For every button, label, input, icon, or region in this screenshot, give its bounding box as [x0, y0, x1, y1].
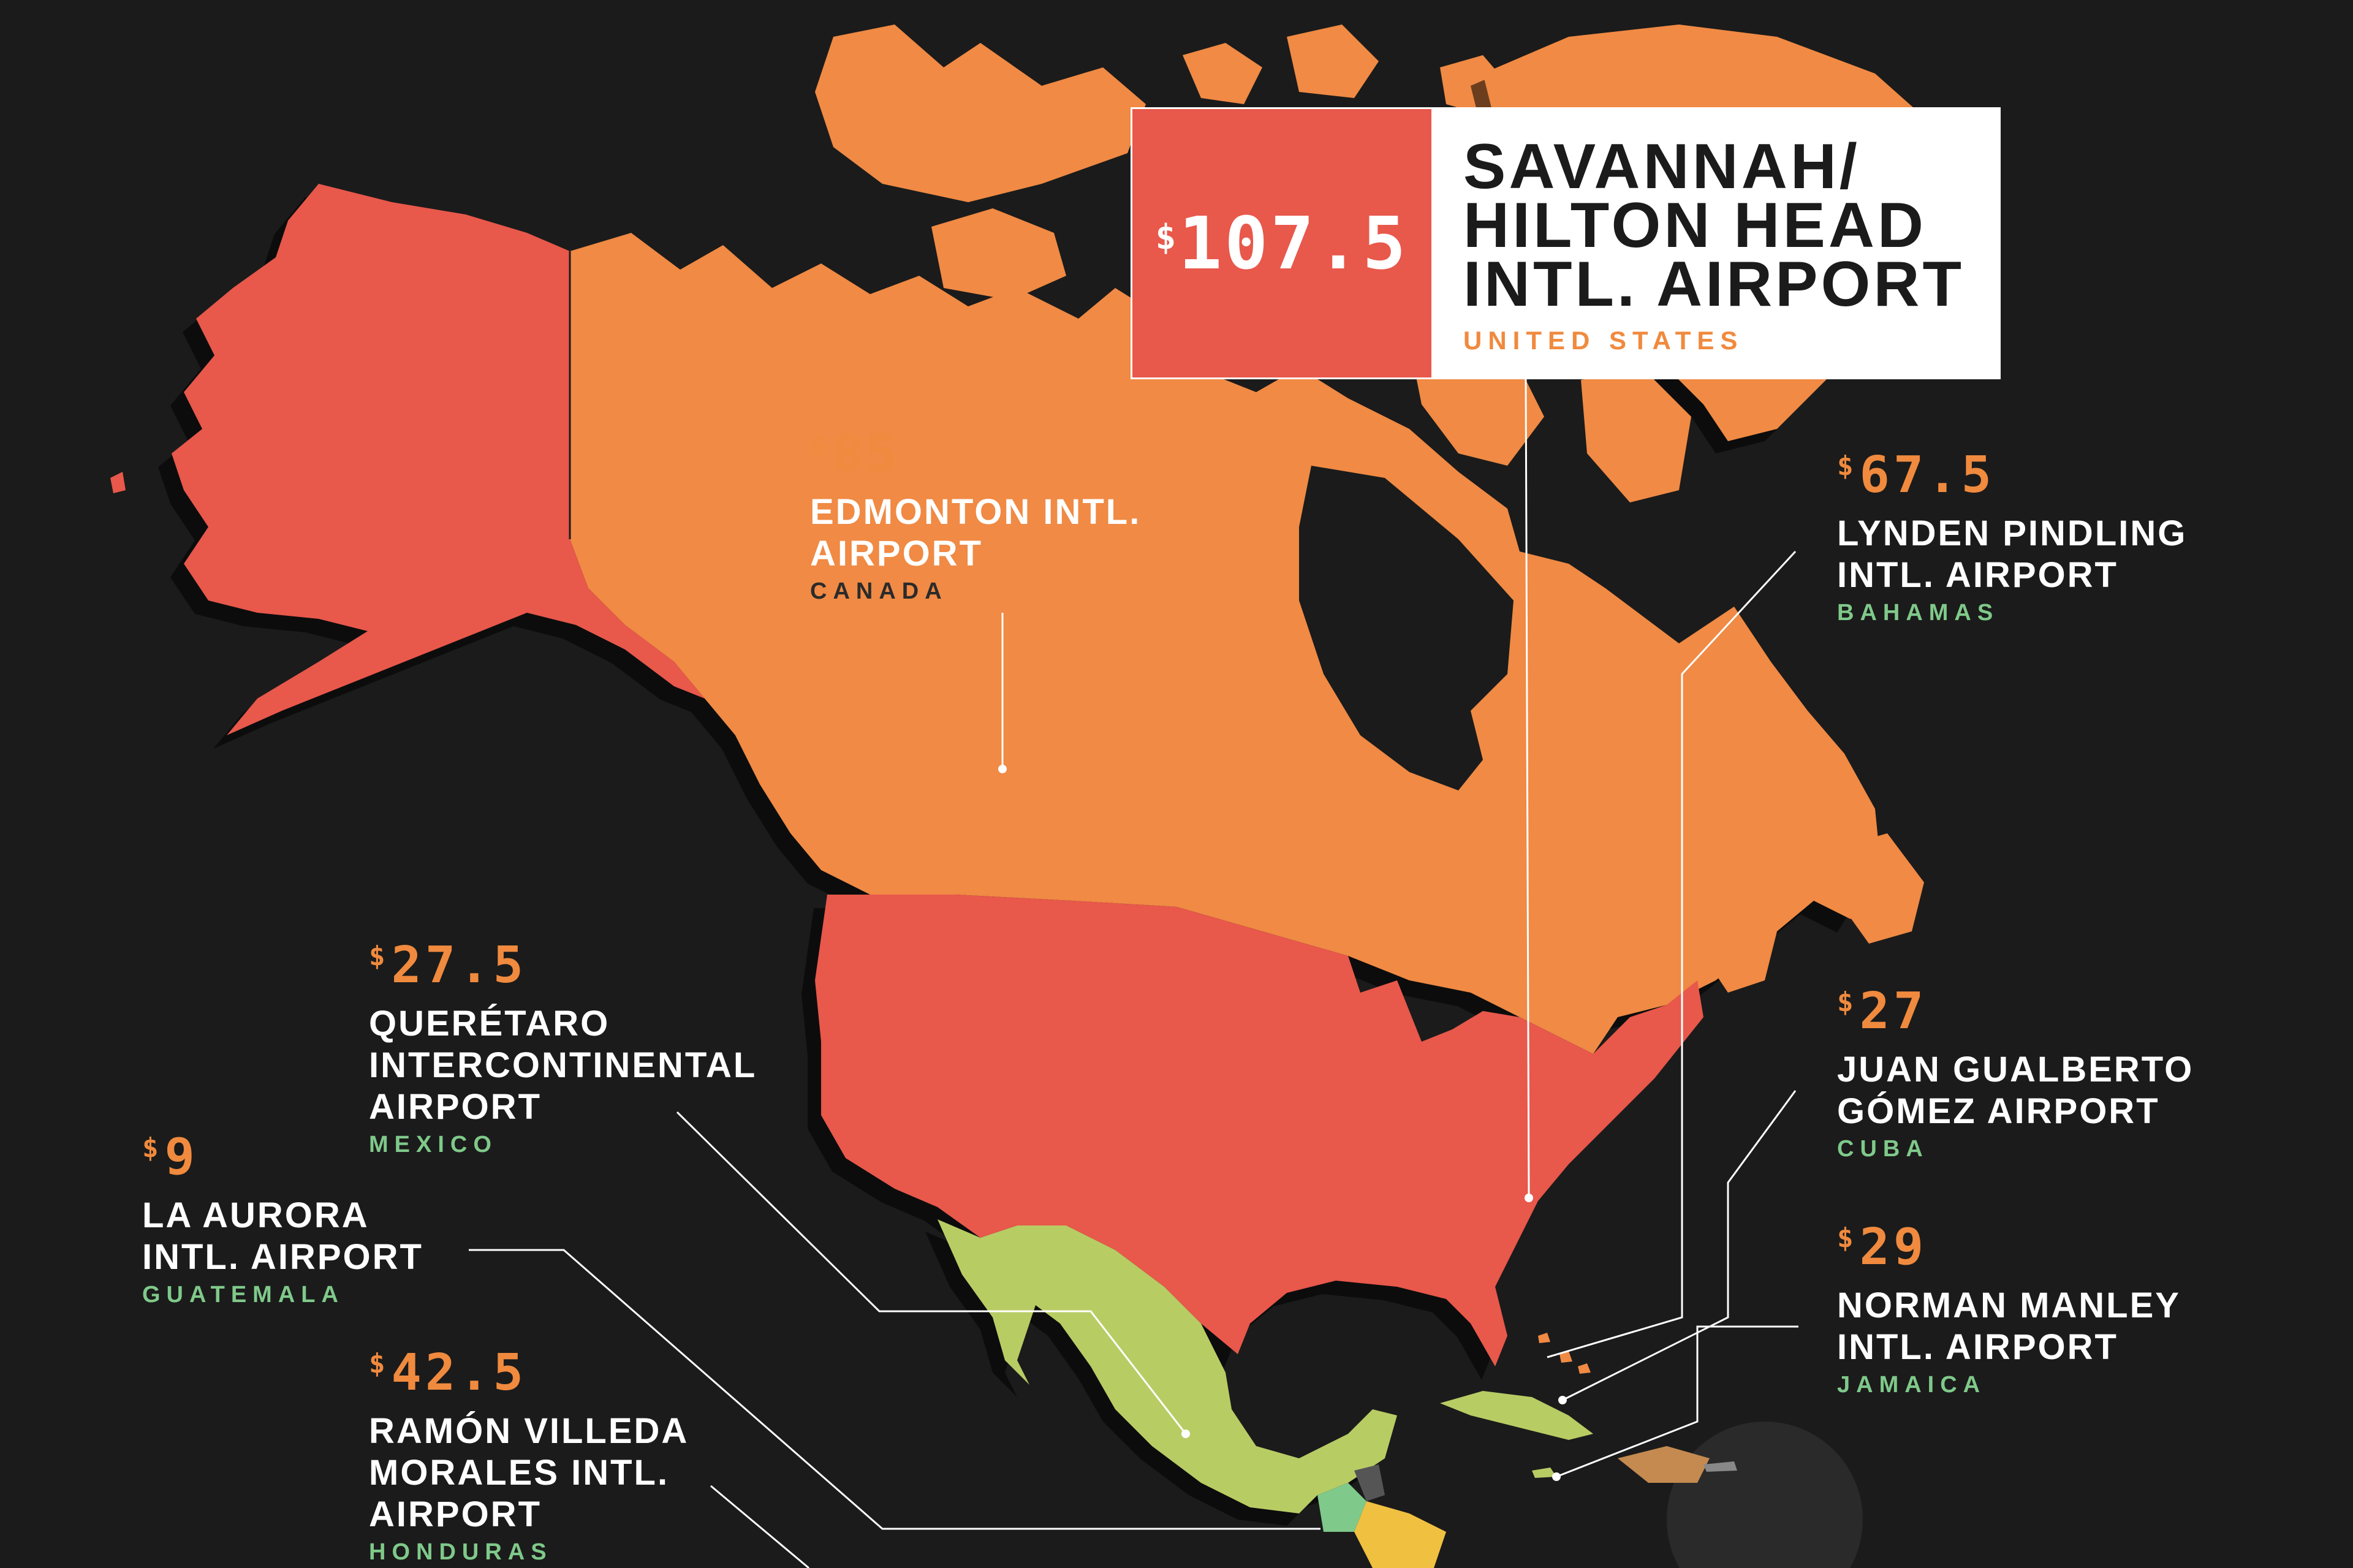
airport-name: QUERÉTARO INTERCONTINENTAL AIRPORT: [369, 1004, 757, 1127]
leader-line-savannah: [1525, 377, 1530, 1199]
currency-symbol: $: [810, 429, 830, 460]
leader-lines: [469, 377, 1798, 1568]
callout-ramon-villeda: $42.5 RAMÓN VILLEDA MORALES INTL. AIRPOR…: [369, 1348, 737, 1566]
region-alaska: [110, 184, 705, 749]
country-name: CUBA: [1837, 1136, 1929, 1162]
featured-price: $107.5: [1132, 109, 1431, 377]
leader-line-lynden: [1547, 550, 1797, 1358]
price-label: $42.5: [369, 1348, 737, 1398]
price-label: $9: [142, 1132, 473, 1183]
country-name: MEXICO: [369, 1132, 498, 1157]
airport-name: JUAN GUALBERTO GÓMEZ AIRPORT: [1837, 1050, 2194, 1131]
currency-symbol: $: [1837, 450, 1857, 482]
price-amount: 27.5: [391, 936, 527, 994]
currency-symbol: $: [1837, 1222, 1857, 1254]
currency-symbol: $: [1155, 217, 1179, 257]
featured-callout: $107.5 SAVANNAH/ HILTON HEAD INTL. AIRPO…: [1132, 109, 1999, 377]
lesser-antilles-inset: [1667, 1422, 1863, 1568]
price-label: $85: [810, 429, 1153, 479]
callout-norman-manley: $29 NORMAN MANLEY INTL. AIRPORT JAMAICA: [1837, 1222, 2241, 1398]
leader-dot: [1525, 1194, 1533, 1202]
callout-lynden-pindling: $67.5 LYNDEN PINDLING INTL. AIRPORT BAHA…: [1837, 450, 2241, 626]
featured-text: SAVANNAH/ HILTON HEAD INTL. AIRPORT UNIT…: [1431, 109, 1999, 377]
leader-dot: [1558, 1396, 1567, 1404]
country-name: HONDURAS: [369, 1539, 553, 1565]
country-name: GUATEMALA: [142, 1282, 344, 1308]
region-united-states: [801, 895, 1703, 1380]
featured-amount: 107.5: [1178, 201, 1409, 286]
price-label: $29: [1837, 1222, 2241, 1273]
callout-edmonton: $85 EDMONTON INTL. AIRPORT CANADA: [810, 429, 1153, 605]
country-name: CANADA: [810, 578, 948, 604]
country-name: JAMAICA: [1837, 1372, 1987, 1398]
featured-country: UNITED STATES: [1463, 326, 1744, 355]
featured-airport-name: SAVANNAH/ HILTON HEAD INTL. AIRPORT: [1463, 131, 1965, 320]
currency-symbol: $: [369, 941, 389, 972]
leader-dot: [1552, 1472, 1561, 1481]
price-amount: 9: [164, 1128, 199, 1186]
currency-symbol: $: [1837, 987, 1857, 1018]
price-label: $67.5: [1837, 450, 2241, 501]
region-mexico: [925, 1219, 1397, 1526]
leader-dot: [998, 765, 1007, 773]
region-central-america: [1317, 1464, 1446, 1568]
leader-dots: [998, 765, 1567, 1481]
price-amount: 29: [1859, 1218, 1928, 1276]
price-label: $27.5: [369, 941, 847, 991]
leader-line-queretaro: [676, 1111, 1187, 1434]
airport-name: LA AURORA INTL. AIRPORT: [142, 1195, 423, 1277]
price-label: $27: [1837, 987, 2266, 1037]
airport-name: NORMAN MANLEY INTL. AIRPORT: [1837, 1286, 2180, 1367]
price-amount: 67.5: [1859, 446, 1995, 504]
price-amount: 85: [832, 425, 901, 483]
leader-line-norman: [1556, 1325, 1798, 1478]
airport-name: LYNDEN PINDLING INTL. AIRPORT: [1837, 513, 2188, 595]
currency-symbol: $: [369, 1348, 389, 1379]
callout-queretaro: $27.5 QUERÉTARO INTERCONTINENTAL AIRPORT…: [369, 941, 847, 1158]
price-amount: 27: [1859, 982, 1928, 1040]
airport-name: RAMÓN VILLEDA MORALES INTL. AIRPORT: [369, 1411, 688, 1534]
country-name: BAHAMAS: [1837, 600, 1999, 626]
airport-name: EDMONTON INTL. AIRPORT: [810, 492, 1142, 574]
region-caribbean: [1440, 1333, 1863, 1568]
leader-dot: [1181, 1430, 1190, 1438]
callout-juan-gualberto: $27 JUAN GUALBERTO GÓMEZ AIRPORT CUBA: [1837, 987, 2266, 1162]
leader-line-ramon: [710, 1485, 809, 1568]
leader-line-juan: [1562, 1090, 1797, 1401]
callout-la-aurora: $9 LA AURORA INTL. AIRPORT GUATEMALA: [142, 1132, 473, 1308]
currency-symbol: $: [142, 1132, 162, 1164]
price-amount: 42.5: [391, 1344, 527, 1402]
leader-line-aurora: [469, 1249, 1320, 1530]
